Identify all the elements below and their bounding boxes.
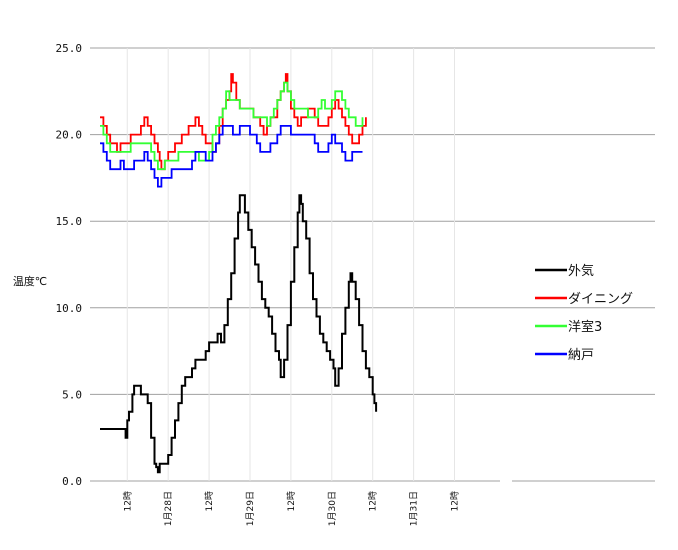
vertical-grid (126, 48, 456, 481)
y-tick-label: 25.0 (56, 42, 83, 55)
y-tick-label: 20.0 (56, 129, 83, 142)
series-lines (100, 73, 378, 474)
x-tick-label: 1月30日 (327, 491, 338, 526)
y-axis-label: 温度℃ (13, 274, 47, 288)
series-line (100, 125, 363, 188)
legend-entry: ダイニング (568, 292, 633, 307)
series-line (100, 81, 364, 171)
x-tick-labels: 12時 1月28日 12時 1月29日 12時 1月30日 12時 1月31日 12時 (122, 491, 460, 526)
legend-entry: 洋室3 (568, 319, 602, 335)
x-tick-label: 12時 (122, 491, 133, 511)
series-line (100, 194, 378, 474)
series-line (100, 73, 367, 171)
x-tick-label: 12時 (286, 491, 297, 511)
legend-entry: 納戸 (568, 348, 594, 363)
y-tick-label: 5.0 (62, 388, 82, 401)
x-tick-label: 1月28日 (163, 491, 174, 526)
legend-entry: 外気 (568, 263, 594, 279)
x-tick-label: 1月29日 (245, 491, 256, 526)
y-tick-label: 10.0 (56, 302, 83, 315)
x-tick-label: 12時 (204, 491, 215, 511)
y-tick-label: 0.0 (62, 475, 82, 488)
y-tick-labels: 0.0 5.0 10.0 15.0 20.0 25.0 (56, 42, 83, 488)
x-tick-label: 12時 (368, 491, 379, 511)
y-tick-label: 15.0 (56, 215, 83, 228)
x-tick-label: 1月31日 (409, 491, 420, 526)
x-tick-label: 12時 (450, 491, 461, 511)
